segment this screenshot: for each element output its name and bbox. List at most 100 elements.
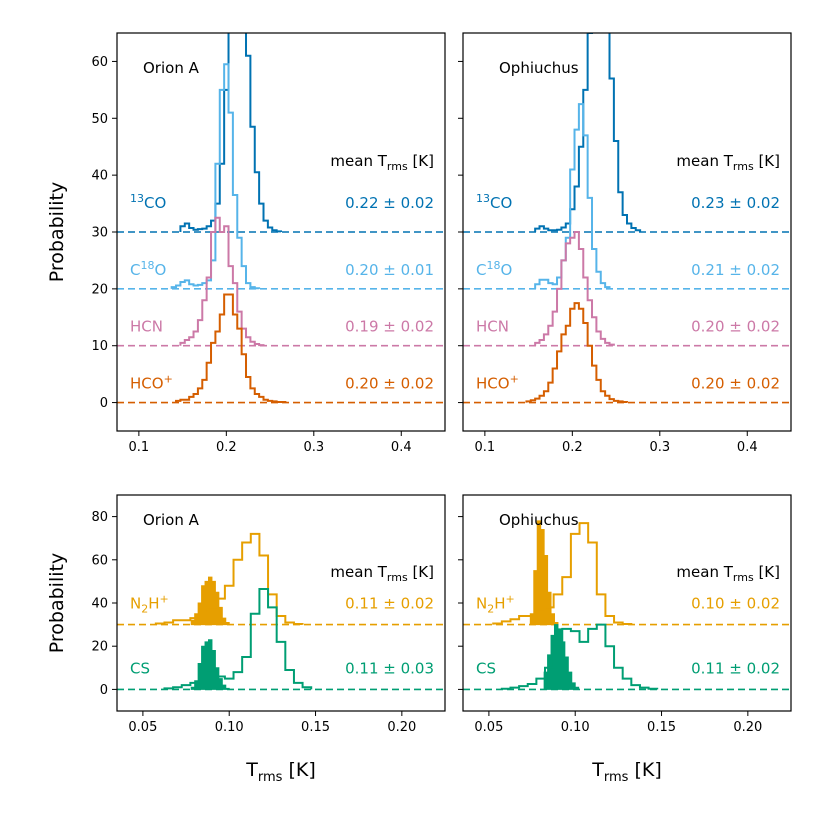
hist-step-hco- [175, 293, 287, 403]
y-tick-label: 0 [100, 683, 108, 698]
series-label: 13CO [476, 192, 512, 212]
plot-area [117, 33, 445, 404]
label-post: H [148, 595, 159, 613]
hist-step-c18o [170, 63, 261, 290]
x-label-suffix: [K] [282, 759, 315, 781]
mean-value: 0.19 ± 0.02 [345, 318, 434, 336]
hist-step-cs [163, 587, 313, 690]
x-tick-label: 0.05 [128, 720, 157, 735]
label-main: HCN [130, 318, 163, 336]
hist-step-n2h- [154, 532, 304, 625]
mean-header-prefix: mean T [330, 563, 387, 581]
x-tick-label: 0.3 [649, 440, 670, 455]
hist-step-13co [534, 33, 642, 232]
series-label: HCN [130, 318, 163, 336]
series-label: C18O [130, 259, 166, 279]
mean-header-sub: rms [733, 160, 754, 173]
label-main: CS [476, 659, 496, 677]
mean-value: 0.20 ± 0.02 [691, 375, 780, 393]
hist-step-cs [500, 623, 659, 690]
series-label: HCN [476, 318, 509, 336]
y-tick-label: 60 [91, 55, 108, 70]
mean-header: mean Trms [K] [330, 152, 434, 173]
hist-step-hcn [534, 231, 615, 346]
x-label-sub: rms [258, 770, 283, 785]
plot-area [463, 520, 791, 691]
series-label: CS [476, 659, 496, 677]
series-label: HCO+ [130, 373, 173, 393]
mean-header-suffix: [K] [754, 563, 780, 581]
x-tick-label: 0.20 [387, 720, 416, 735]
mean-value: 0.20 ± 0.02 [345, 375, 434, 393]
label-main: CO [144, 194, 166, 212]
mean-header: mean Trms [K] [676, 563, 780, 584]
mean-value: 0.20 ± 0.01 [345, 261, 434, 279]
y-tick-label: 60 [91, 553, 108, 568]
mean-header-sub: rms [387, 160, 408, 173]
y-tick-label: 10 [91, 339, 108, 354]
label-main: CS [130, 659, 150, 677]
y-tick-label: 50 [91, 112, 108, 127]
mean-header-suffix: [K] [408, 563, 434, 581]
x-tick-label: 0.20 [733, 720, 762, 735]
y-tick-label: 80 [91, 510, 108, 525]
x-label-sub: rms [604, 770, 629, 785]
plot-area [463, 33, 791, 404]
series-label: N2H+ [476, 593, 515, 616]
hist-filled-n2h-filled- [529, 520, 559, 626]
mean-value: 0.10 ± 0.02 [691, 595, 780, 613]
label-sup: + [160, 593, 169, 606]
x-tick-label: 0.1 [475, 440, 496, 455]
mean-value: 0.22 ± 0.02 [345, 194, 434, 212]
label-pre: C [130, 261, 140, 279]
x-axis-label: Trms [K] [591, 759, 662, 785]
x-label-main: T [245, 759, 258, 781]
series-label: 13CO [130, 192, 166, 212]
y-tick-label: 40 [91, 597, 108, 612]
label-main: HCN [476, 318, 509, 336]
label-main: O [500, 261, 512, 279]
label-main: N [130, 595, 141, 613]
x-tick-label: 0.05 [474, 720, 503, 735]
mean-value: 0.21 ± 0.02 [691, 261, 780, 279]
mean-value: 0.23 ± 0.02 [691, 194, 780, 212]
x-tick-label: 0.10 [215, 720, 244, 735]
panel-top-left: 0.1 0.2 0.3 0.4 0 10 20 30 40 50 60 Orion A mean Trm… [46, 32, 446, 455]
label-sup: 13 [476, 192, 490, 205]
plot-area [117, 532, 445, 691]
label-pre: C [476, 261, 486, 279]
y-tick-label: 0 [100, 396, 108, 411]
x-tick-label: 0.2 [562, 440, 583, 455]
mean-header-sub: rms [387, 571, 408, 584]
mean-header-prefix: mean T [676, 563, 733, 581]
mean-header-suffix: [K] [408, 152, 434, 170]
series-label: C18O [476, 259, 512, 279]
panel-title: Ophiuchus [499, 59, 579, 77]
y-tick-label: 20 [91, 282, 108, 297]
mean-value: 0.11 ± 0.03 [345, 659, 434, 677]
label-sub: 2 [141, 603, 148, 616]
x-tick-label: 0.1 [129, 440, 150, 455]
label-sub: 2 [487, 603, 494, 616]
label-main: CO [490, 194, 512, 212]
label-sup: + [510, 373, 519, 386]
mean-header-prefix: mean T [676, 152, 733, 170]
mean-header: mean Trms [K] [676, 152, 780, 173]
x-axis-label: Trms [K] [245, 759, 316, 785]
label-sup: 13 [130, 192, 144, 205]
x-label-main: T [591, 759, 604, 781]
x-tick-label: 0.4 [737, 440, 758, 455]
series-label: CS [130, 659, 150, 677]
mean-header-prefix: mean T [330, 152, 387, 170]
label-main: HCO [130, 375, 164, 393]
mean-header-suffix: [K] [754, 152, 780, 170]
y-tick-label: 20 [91, 640, 108, 655]
y-tick-label: 30 [91, 226, 108, 241]
mean-value: 0.11 ± 0.02 [691, 659, 780, 677]
label-main: N [476, 595, 487, 613]
y-axis-label: Probability [46, 182, 68, 282]
